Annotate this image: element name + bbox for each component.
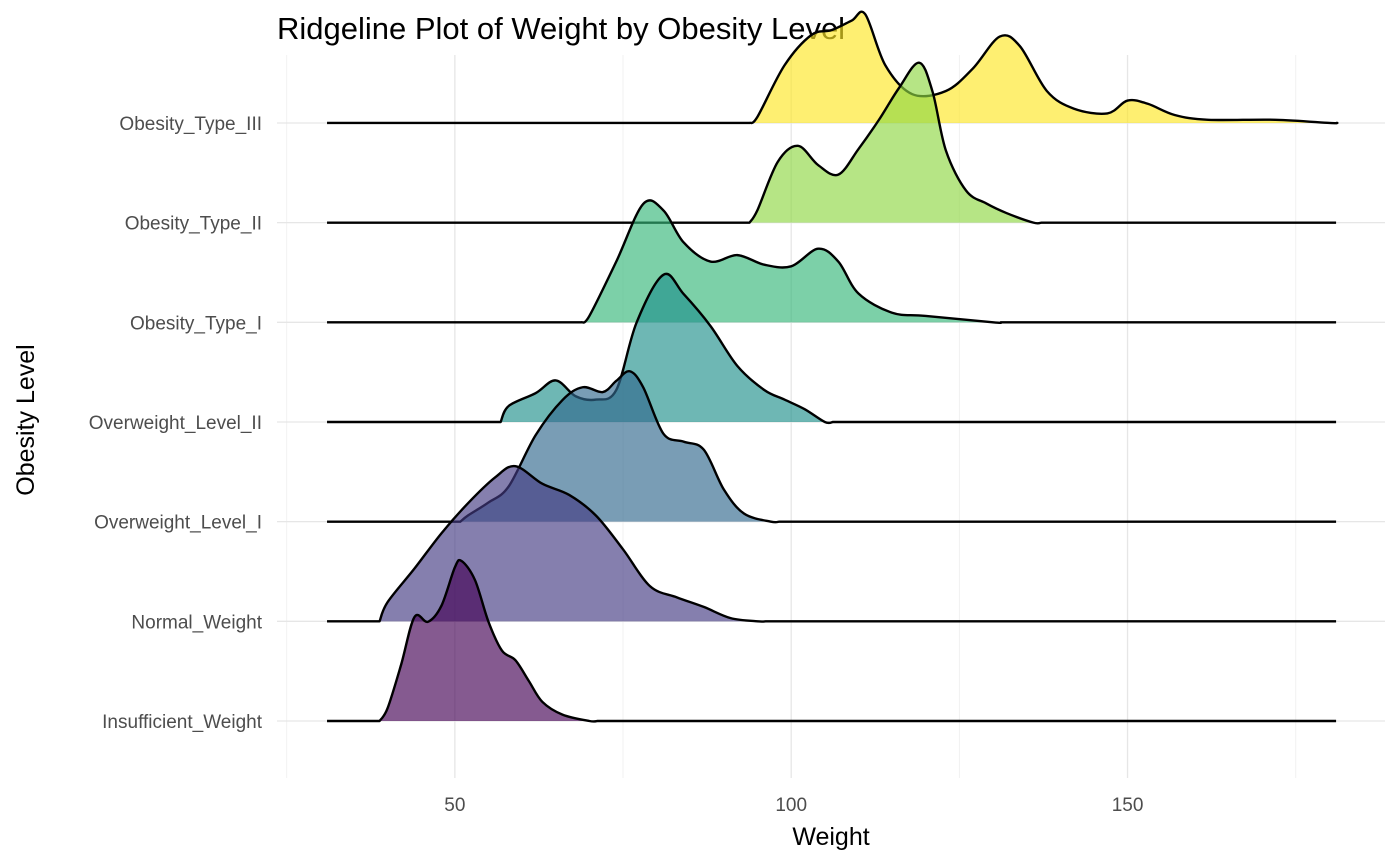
x-tick-label: 100 [775,795,807,816]
ridge-line-obesity-type-i [327,199,1337,324]
y-tick-label: Normal_Weight [131,612,262,633]
ridge-line-obesity-type-ii [327,61,1337,225]
y-tick-label: Overweight_Level_II [89,413,262,434]
ridge-line-overweight-level-ii [327,272,1337,425]
ridge-line-normal-weight [327,464,1337,623]
ridge-area-obesity-type-i [327,200,1337,323]
ridge-area-obesity-type-ii [327,62,1337,224]
y-tick-label: Obesity_Type_II [125,214,262,235]
x-axis-title: Weight [792,823,869,851]
ridge-area-overweight-level-i [327,371,1337,523]
ridge-area-normal-weight [327,466,1337,622]
x-tick-label: 150 [1112,795,1144,816]
y-tick-label: Obesity_Type_III [119,114,262,135]
ridges [327,10,1339,723]
y-tick-label: Obesity_Type_I [130,313,262,334]
y-tick-label: Insufficient_Weight [102,712,263,733]
x-tick-label: 50 [444,795,465,816]
y-tick-labels: Insufficient_Weight Normal_Weight Overweig… [89,114,263,733]
ridge-line-obesity-type-iii [327,10,1339,125]
y-tick-label: Overweight_Level_I [94,513,262,534]
chart-title: Ridgeline Plot of Weight by Obesity Leve… [277,11,845,46]
ridge-area-obesity-type-iii [327,11,1338,124]
ridge-line-insufficient-weight [327,558,1337,723]
y-axis-title: Obesity Level [12,344,40,495]
x-tick-labels: 50 100 150 [444,795,1143,816]
ridge-area-insufficient-weight [327,560,1337,722]
